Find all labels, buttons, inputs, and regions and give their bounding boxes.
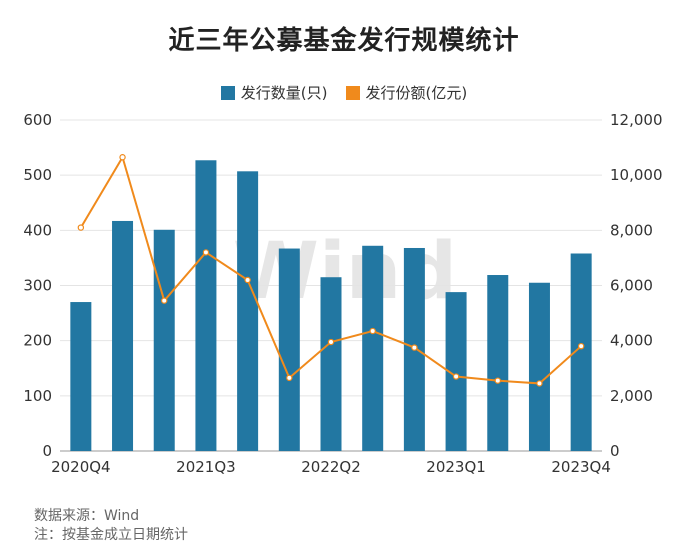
y-right-tick-label: 12,000 [610, 111, 663, 129]
bar-2023Q3 [528, 282, 550, 451]
y-right-tick-label: 0 [610, 442, 620, 460]
x-tick-label: 2023Q1 [426, 458, 486, 476]
line-point-2022Q1 [286, 374, 293, 382]
x-axis: 2020Q4 2021Q3 2022Q2 2023Q1 2023Q4 [51, 458, 611, 476]
line-point-2023Q4 [577, 342, 585, 350]
legend-swatch-line [345, 85, 360, 100]
legend-swatch-bar [220, 85, 235, 100]
y-right-tick-label: 10,000 [610, 166, 663, 184]
bar-2021Q3 [195, 160, 217, 451]
y-left-tick-label: 200 [23, 332, 52, 350]
line-point-2022Q4 [411, 344, 418, 351]
bar-2023Q2 [487, 275, 509, 451]
bar-2023Q1 [445, 292, 467, 451]
y-axis-left: 0 100 200 300 400 500 600 [23, 111, 52, 460]
y-left-tick-label: 400 [23, 221, 52, 239]
line-point-2021Q2 [161, 297, 168, 304]
chart-title: 近三年公募基金发行规模统计 [168, 26, 520, 56]
y-left-tick-label: 100 [23, 387, 52, 405]
legend-item-bar: 发行数量(只) [220, 82, 328, 103]
bar-2022Q1 [278, 248, 300, 451]
legend-label-bar: 发行数量(只) [240, 84, 328, 102]
line-point-2023Q2 [494, 377, 501, 384]
bar-2022Q3 [362, 245, 384, 451]
bar-2022Q2 [320, 277, 342, 451]
legend-label-line: 发行份额(亿元) [365, 84, 468, 102]
x-tick-label: 2020Q4 [51, 458, 111, 476]
x-tick-label: 2023Q4 [551, 458, 611, 476]
footnote: 注：按基金成立日期统计 [34, 527, 188, 543]
line-point-2022Q2 [327, 338, 335, 346]
bar-2020Q4 [70, 302, 92, 451]
line-point-2020Q4 [77, 224, 85, 231]
line-point-2021Q3 [202, 249, 210, 256]
bar-2021Q1 [112, 220, 134, 451]
bar-2021Q2 [153, 229, 175, 451]
line-point-2023Q1 [452, 373, 460, 380]
y-right-tick-label: 6,000 [610, 277, 653, 295]
y-right-tick-label: 4,000 [610, 332, 653, 350]
bar-series [70, 160, 592, 451]
y-left-tick-label: 300 [23, 277, 52, 295]
source-note: 数据来源：Wind [34, 508, 140, 524]
bar-2023Q4 [570, 253, 592, 451]
y-left-tick-label: 0 [42, 442, 52, 460]
y-right-tick-label: 2,000 [610, 387, 653, 405]
y-left-tick-label: 500 [23, 166, 52, 184]
x-tick-label: 2021Q3 [176, 458, 236, 476]
bar-2021Q4 [237, 171, 259, 451]
line-point-2021Q4 [244, 276, 251, 284]
line-point-2023Q3 [536, 380, 543, 387]
y-left-tick-label: 600 [23, 111, 52, 129]
line-point-2022Q3 [369, 327, 376, 335]
legend-item-line: 发行份额(亿元) [345, 82, 468, 103]
line-series [77, 154, 585, 387]
y-right-tick-label: 8,000 [610, 221, 653, 239]
legend: 发行数量(只) 发行份额(亿元) [0, 82, 688, 103]
y-axis-right: 0 2,000 4,000 6,000 8,000 10,000 12,000 [610, 111, 663, 460]
line-point-2021Q1 [119, 154, 126, 161]
x-tick-label: 2022Q2 [301, 458, 361, 476]
